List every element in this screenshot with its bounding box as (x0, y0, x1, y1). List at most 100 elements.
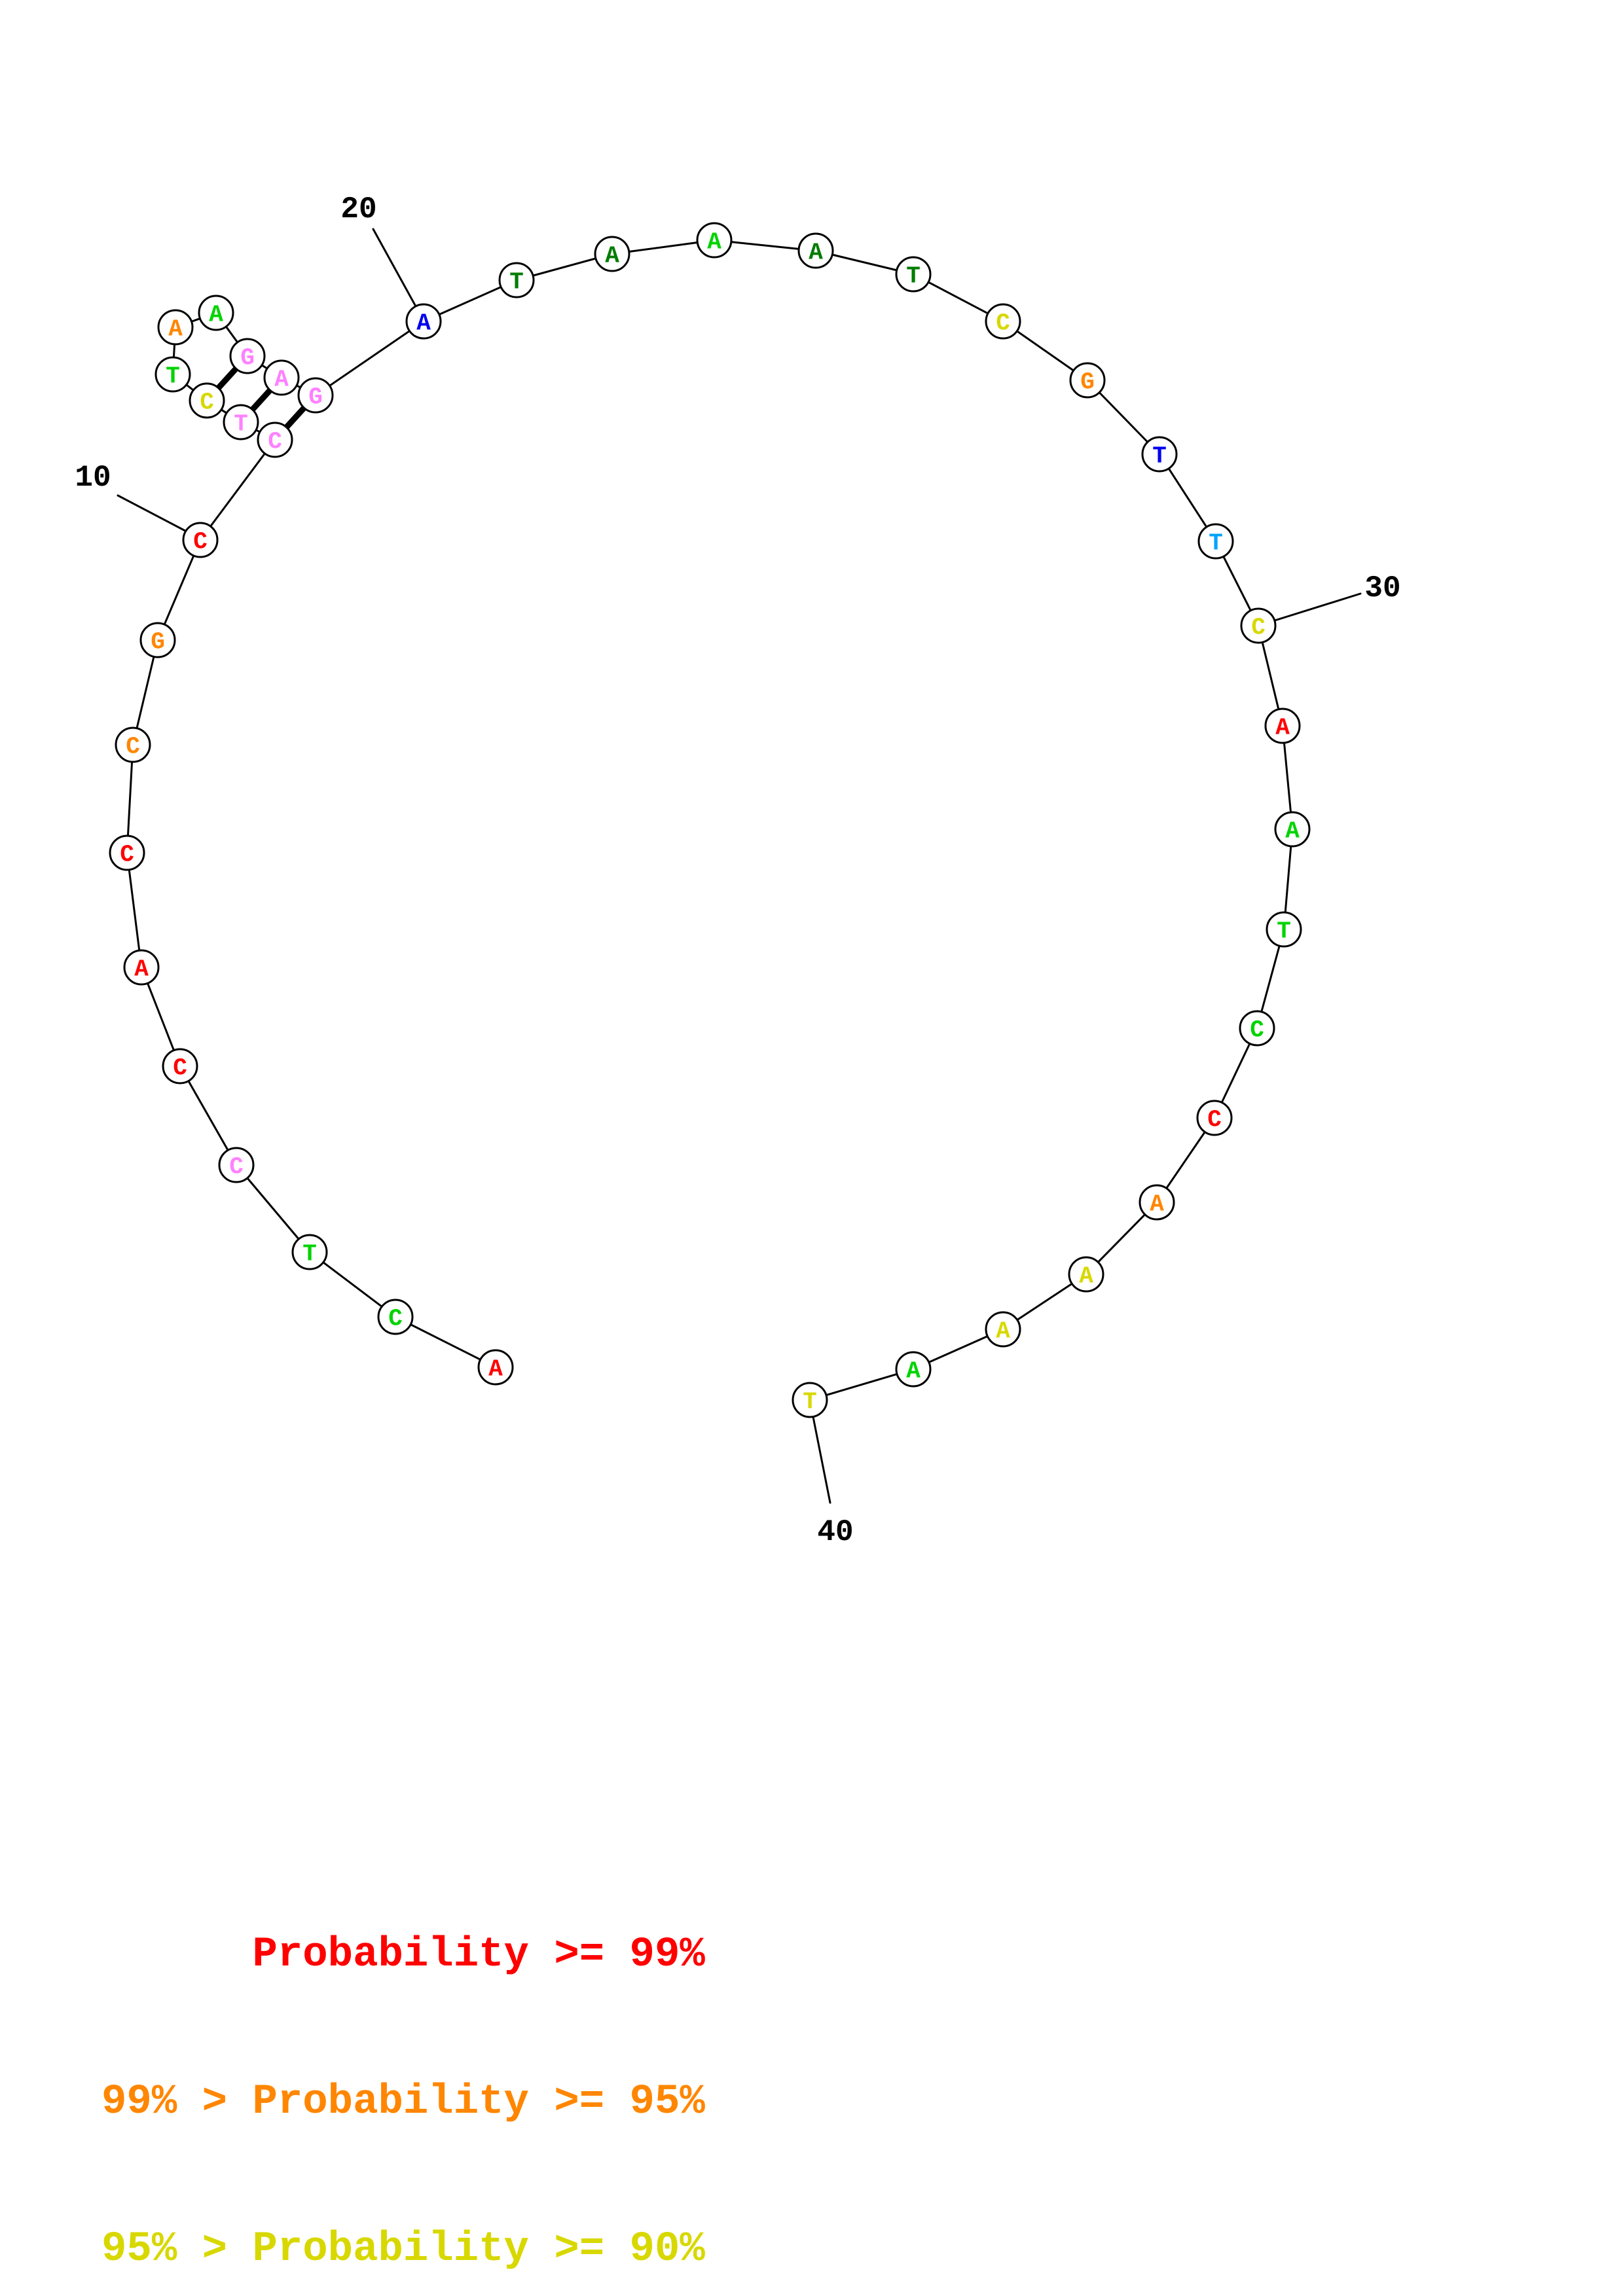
nucleotide-29: T (1197, 523, 1234, 560)
nucleotide-circle (229, 338, 266, 374)
backbone-segment (532, 257, 597, 277)
nucleotide-18: A (263, 359, 300, 396)
nucleotide-circle (218, 1147, 255, 1183)
nucleotide-31: A (1264, 708, 1301, 744)
nucleotide-21: T (498, 262, 535, 298)
nucleotide-base-C: C (229, 1154, 244, 1181)
index-tick-line (812, 1416, 831, 1504)
nucleotide-base-A: A (1275, 715, 1290, 742)
nucleotide-base-T: T (906, 263, 921, 290)
legend-line-99: Probability >= 99% (101, 1931, 705, 1979)
backbone-segment (1284, 845, 1292, 914)
backbone-segment (126, 761, 134, 837)
backbone-segment (1097, 1213, 1146, 1263)
nucleotide-17: G (229, 338, 266, 374)
nucleotide-base-C: C (996, 310, 1010, 337)
backbone-segment (831, 253, 898, 272)
backbone-segment (185, 384, 194, 391)
backbone-segment (172, 343, 176, 359)
nucleotide-28: T (1141, 436, 1178, 473)
nucleotide-base-C: C (388, 1306, 403, 1333)
nucleotide-circle (797, 232, 834, 269)
nucleotide-base-A: A (1150, 1191, 1164, 1218)
nucleotide-base-T: T (1277, 918, 1291, 945)
nucleotide-2: C (377, 1299, 414, 1335)
nucleotide-base-A: A (996, 1318, 1010, 1345)
nucleotide-circle (1069, 362, 1106, 399)
nucleotide-base-A: A (809, 240, 823, 266)
backbone-segment (163, 554, 195, 626)
nucleotide-base-A: A (488, 1356, 503, 1383)
backbone-segment (1015, 330, 1075, 372)
nucleotide-circle (1240, 607, 1277, 644)
nucleotide-circle (263, 359, 300, 396)
nucleotide-base-C: C (1207, 1107, 1222, 1134)
nucleotide-circle (223, 404, 259, 440)
nucleotide-34: C (1239, 1010, 1275, 1047)
nucleotide-base-T: T (302, 1241, 317, 1268)
backbone-segment (1167, 467, 1208, 528)
nucleotide-24: A (797, 232, 834, 269)
base-pair-bond (284, 406, 306, 429)
nucleotide-base-A: A (416, 310, 431, 337)
nucleotide-circle (1196, 1100, 1233, 1136)
nucleotide-base-G: G (240, 345, 255, 372)
nucleotide-base-C: C (173, 1055, 187, 1082)
nucleotide-base-T: T (166, 363, 180, 390)
nucleotide-circle (182, 522, 219, 558)
nucleotide-base-C: C (200, 389, 214, 416)
nucleotide-30: C (1240, 607, 1277, 644)
index-tick-line (372, 228, 417, 308)
nucleotide-circle (109, 834, 145, 871)
nucleotide-20: A (405, 303, 442, 340)
nucleotide-base-A: A (707, 229, 721, 256)
index-tick-line (117, 494, 187, 532)
backbone-segment (220, 408, 228, 414)
nucleotide-base-A: A (168, 316, 183, 343)
nucleotide-4: C (218, 1147, 255, 1183)
index-label-40: 40 (817, 1515, 853, 1549)
nucleotide-15: A (157, 309, 194, 346)
index-label-20: 20 (340, 192, 376, 226)
backbone-segment (730, 241, 800, 250)
nucleotide-circle (189, 382, 225, 419)
nucleotide-circle (1274, 811, 1311, 848)
nucleotide-base-G: G (151, 629, 165, 656)
backbone-segment (322, 1261, 383, 1308)
nucleotide-base-C: C (126, 734, 140, 761)
nucleotide-27: G (1069, 362, 1106, 399)
nucleotide-base-A: A (1285, 818, 1300, 845)
nucleotide-13: C (189, 382, 225, 419)
nucleotide-circle (155, 356, 191, 393)
nucleotide-circle (405, 303, 442, 340)
backbone-segment (261, 364, 268, 370)
nucleotide-38: A (985, 1311, 1021, 1348)
nucleotide-16: A (198, 295, 234, 331)
backbone-segment (1260, 944, 1281, 1013)
nucleotide-26: C (985, 303, 1021, 340)
nucleotide-base-G: G (1080, 369, 1095, 396)
index-label-30: 30 (1364, 571, 1400, 605)
nucleotide-base-T: T (1152, 443, 1167, 470)
nucleotide-base-A: A (134, 956, 149, 983)
probability-legend: Probability >= 99% 99% > Probability >= … (101, 1833, 705, 2296)
nucleotide-circle (594, 236, 630, 272)
nucleotide-12: T (223, 404, 259, 440)
base-pair-bond (216, 367, 238, 390)
nucleotide-base-A: A (906, 1358, 921, 1385)
nucleotide-9: G (139, 622, 176, 658)
index-tick-line (1273, 592, 1362, 622)
backbone-segment (128, 869, 141, 952)
backbone-segment (328, 330, 411, 387)
nucleotide-36: A (1139, 1184, 1175, 1221)
legend-line-95: 99% > Probability >= 95% (101, 2079, 705, 2126)
backbone-segment (191, 317, 201, 323)
nucleotide-circle (198, 295, 234, 331)
nucleotide-base-A: A (209, 302, 223, 329)
nucleotide-circle (162, 1048, 198, 1085)
nucleotide-circle (895, 1351, 932, 1388)
nucleotide-base-T: T (803, 1389, 817, 1416)
backbone-segment (246, 1177, 300, 1240)
nucleotide-circle (1197, 523, 1234, 560)
